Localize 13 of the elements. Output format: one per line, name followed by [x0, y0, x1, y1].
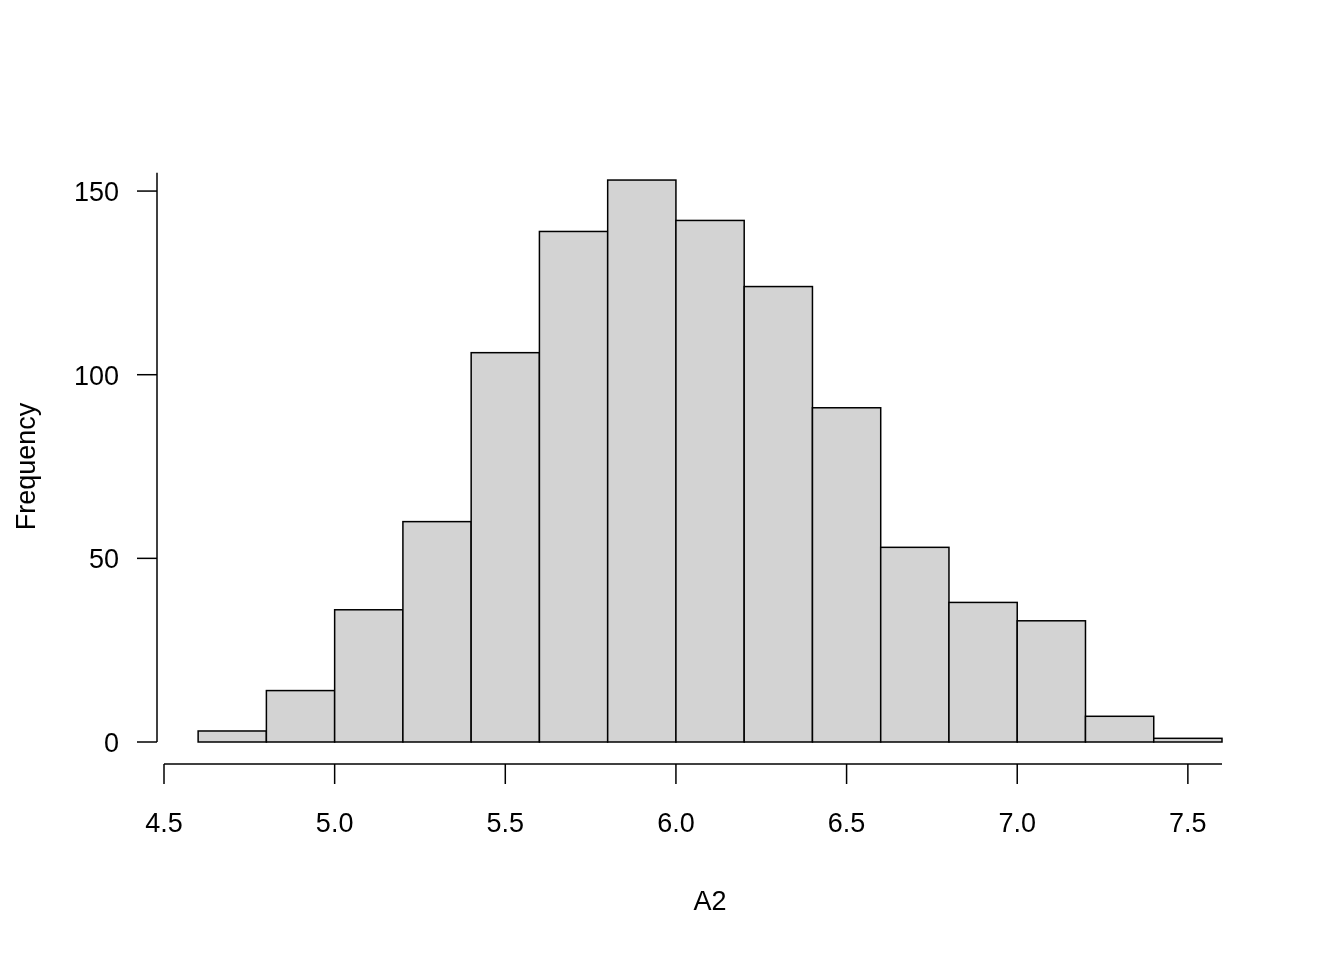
x-tick-label: 6.5	[827, 808, 866, 838]
y-tick-label: 150	[73, 177, 119, 208]
x-tick-label: 5.5	[486, 808, 525, 838]
y-tick-label: 0	[103, 728, 119, 758]
y-tick-label: 50	[88, 544, 119, 575]
x-tick-label: 5.0	[315, 808, 354, 838]
y-tick-label: 100	[73, 360, 119, 391]
x-axis-title: A2	[693, 886, 727, 916]
x-tick-label: 6.0	[657, 808, 695, 838]
x-tick-label: 7.5	[1169, 808, 1207, 838]
x-tick-label: 4.5	[145, 808, 183, 838]
x-tick-label: 7.0	[998, 808, 1036, 838]
y-axis-title: Frequency	[11, 402, 41, 531]
